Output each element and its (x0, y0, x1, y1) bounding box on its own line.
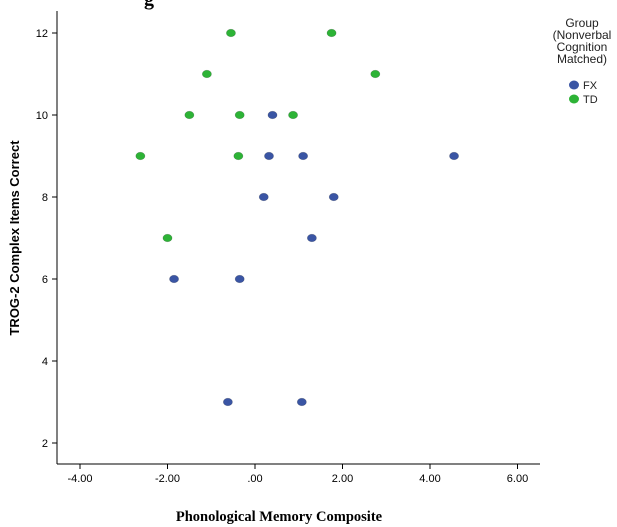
data-point-fx (296, 397, 307, 407)
legend-label-fx: FX (583, 80, 598, 92)
data-point-td (184, 110, 195, 120)
data-point-td (162, 233, 173, 243)
data-point-td (326, 28, 337, 38)
data-point-fx (234, 274, 245, 284)
y-tick-label: 8 (42, 192, 48, 204)
legend-swatch-td (569, 94, 579, 104)
x-tick-label: 4.00 (419, 473, 440, 485)
y-tick-label: 10 (36, 110, 48, 122)
legend-label-td: TD (583, 94, 598, 106)
data-point-td (234, 110, 245, 120)
x-axis-ticks: -4.00 -2.00 .00 2.00 4.00 6.00 (67, 464, 528, 485)
data-point-td (201, 69, 212, 79)
legend-title-line: (Nonverbal (553, 28, 612, 42)
data-point-td (288, 110, 298, 120)
x-tick-label: 6.00 (507, 473, 528, 485)
x-tick-label: -2.00 (155, 473, 180, 485)
data-point-fx (306, 233, 317, 243)
data-point-fx (258, 192, 269, 202)
y-tick-label: 2 (42, 438, 48, 450)
data-point-td (135, 151, 146, 161)
data-point-fx (267, 110, 278, 120)
y-tick-label: 12 (36, 28, 48, 40)
data-points (135, 28, 459, 407)
data-point-td (233, 151, 244, 161)
data-point-fx (298, 151, 309, 161)
legend-swatch-fx (569, 80, 579, 90)
y-axis-label: TROG-2 Complex Items Correct (7, 140, 22, 336)
legend-title-line: Matched) (557, 52, 607, 66)
x-tick-label: -4.00 (67, 473, 92, 485)
y-tick-label: 6 (42, 274, 48, 286)
data-point-fx (222, 397, 233, 407)
data-point-fx (169, 274, 179, 284)
data-point-fx (264, 151, 274, 161)
legend-title-line: Cognition (557, 40, 608, 54)
data-point-td (226, 28, 236, 38)
data-point-fx (449, 151, 459, 161)
y-tick-label: 4 (42, 356, 48, 368)
data-point-td (370, 69, 381, 79)
x-axis-label: Phonological Memory Composite (176, 509, 383, 525)
x-tick-label: 2.00 (332, 473, 353, 485)
x-tick-label: .00 (247, 473, 262, 485)
axes (56, 11, 540, 465)
legend-title-line: Group (565, 16, 599, 30)
chart-title: g (144, 0, 154, 10)
y-axis-ticks: 2 4 6 8 10 12 (36, 28, 57, 450)
data-point-fx (328, 192, 339, 202)
